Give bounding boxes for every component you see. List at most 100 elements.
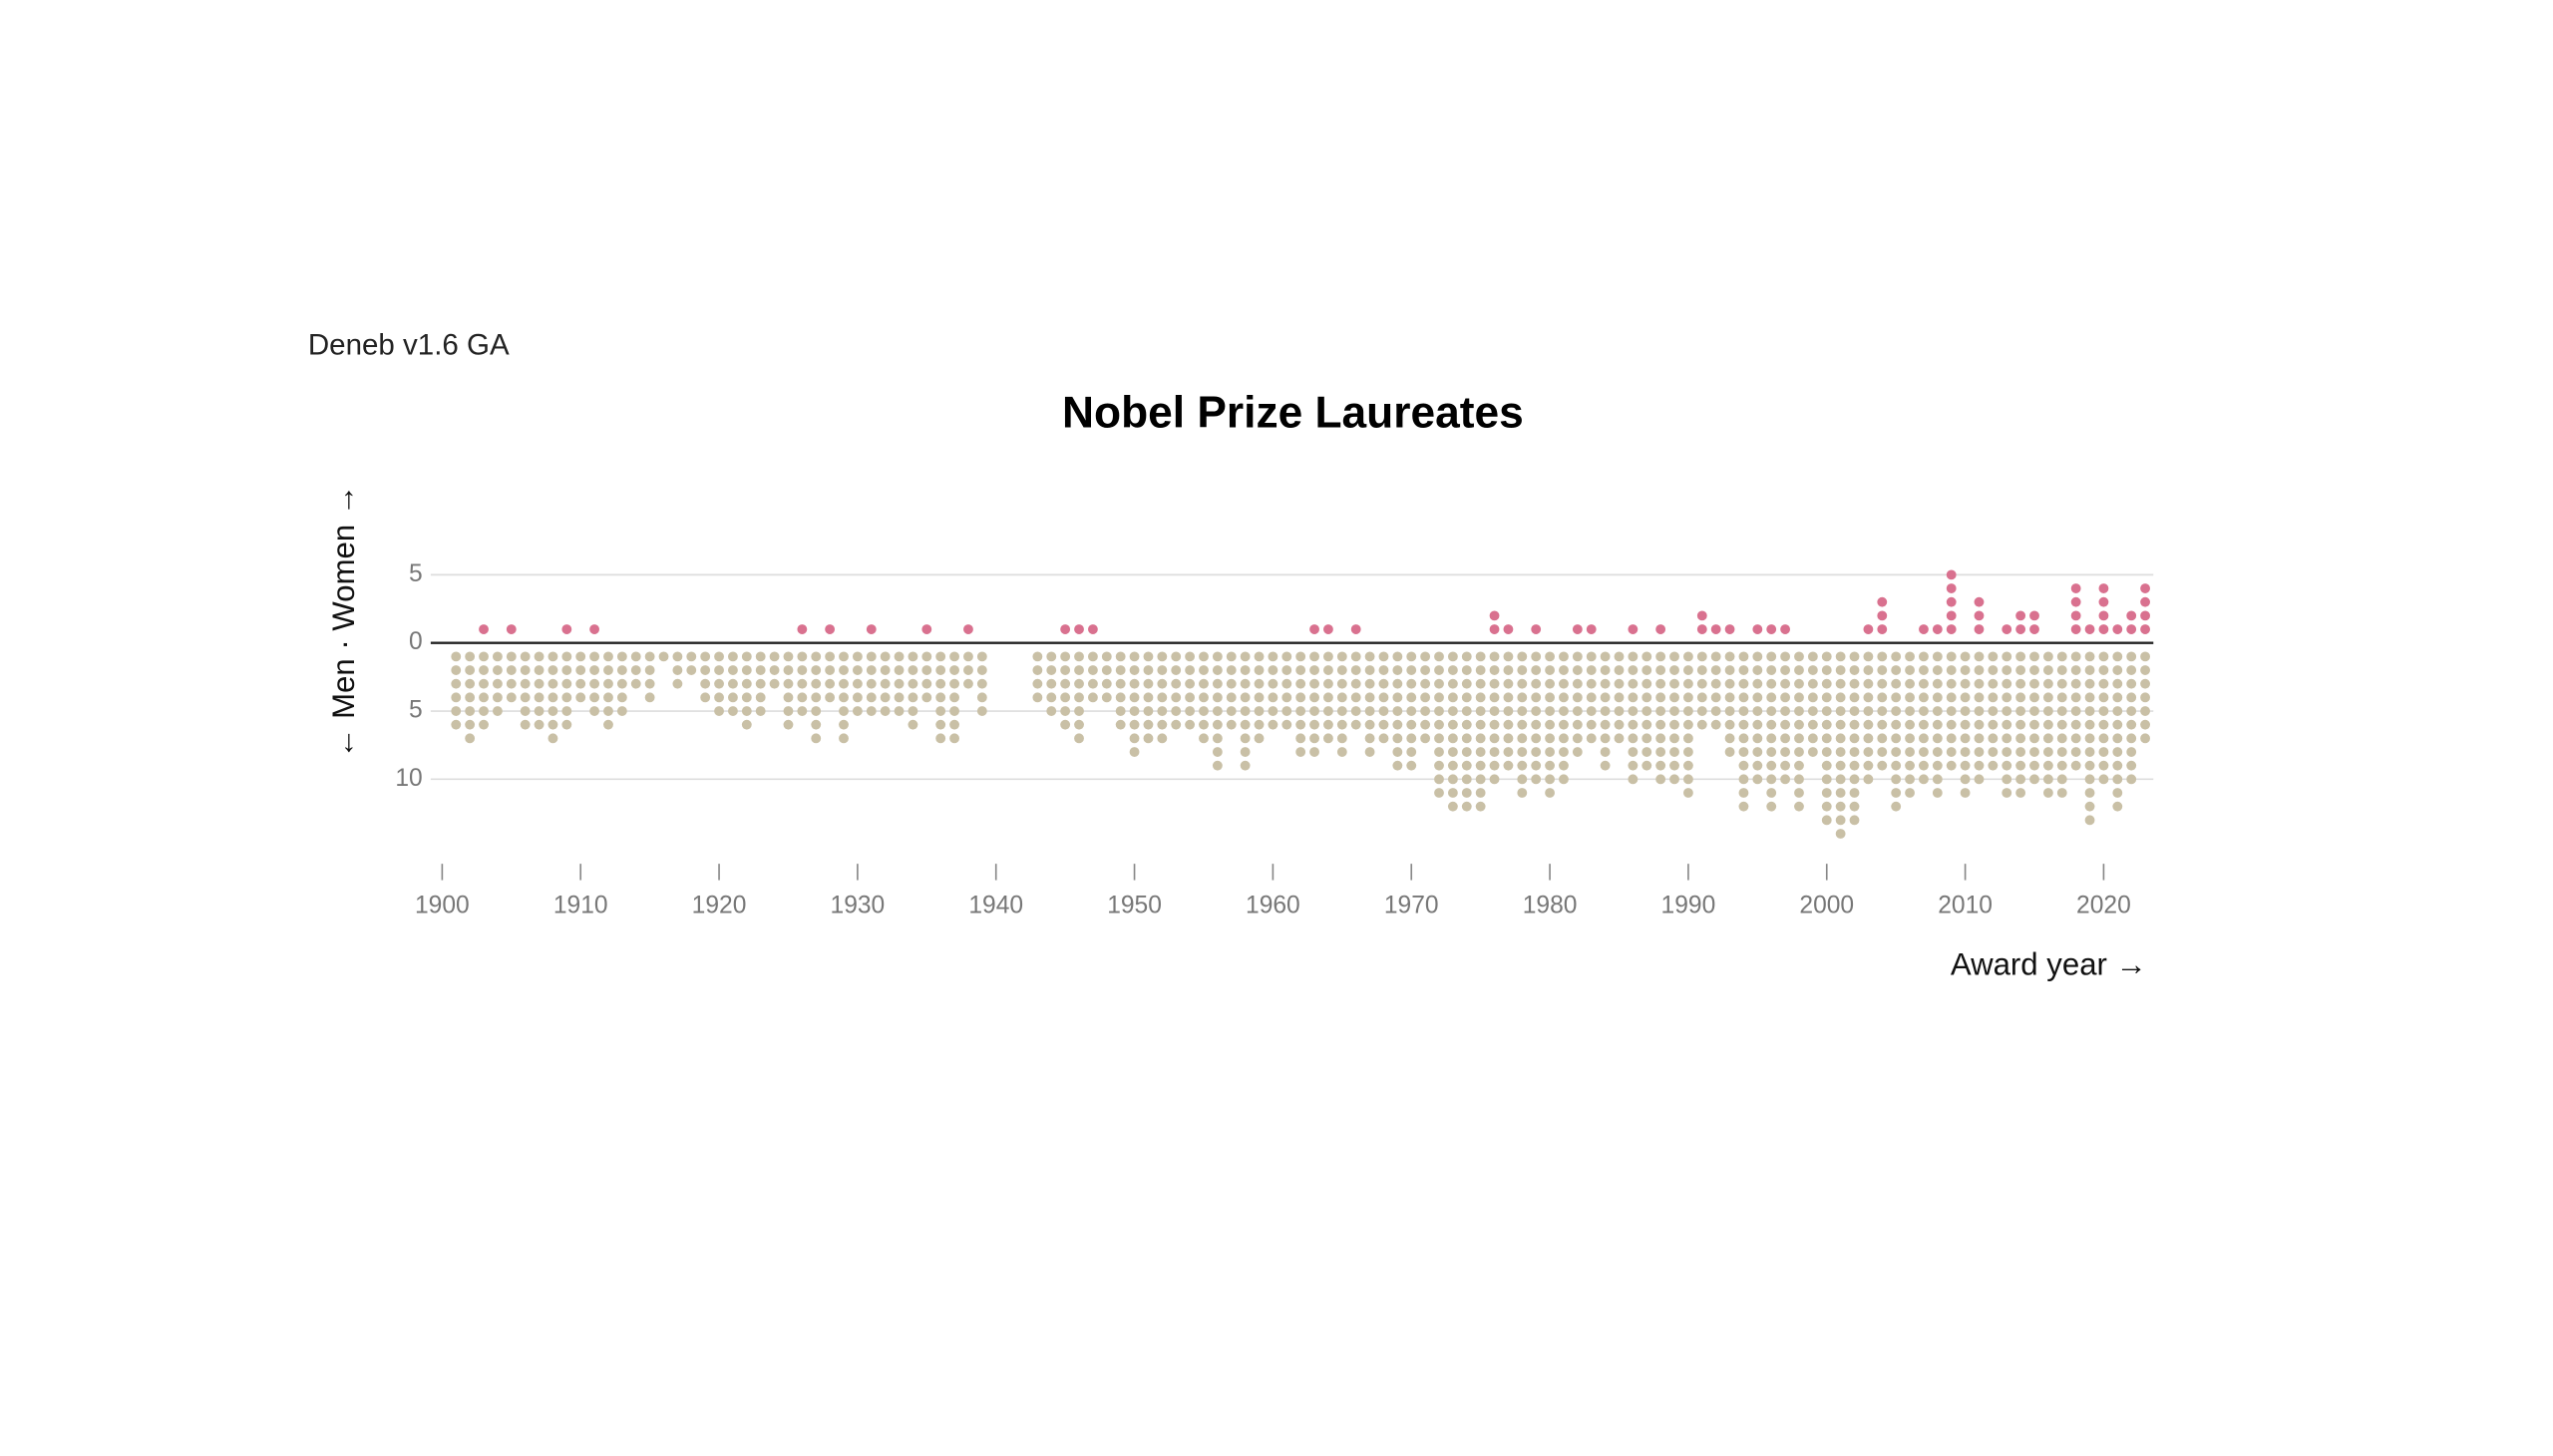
dot (1475, 719, 1486, 730)
dot (1807, 706, 1818, 716)
dot (603, 651, 613, 662)
dot (825, 678, 836, 689)
dot (2140, 651, 2150, 662)
dot (1531, 651, 1542, 662)
dot (1199, 706, 1209, 716)
dot-stack (2126, 610, 2137, 634)
dot (949, 733, 959, 744)
dot (1392, 719, 1403, 730)
dot (1503, 760, 1514, 771)
dot (479, 719, 489, 730)
dot (1905, 760, 1915, 771)
dot (1655, 774, 1666, 785)
dot (1669, 733, 1679, 744)
dot-stack (672, 651, 683, 689)
dot (1752, 624, 1763, 634)
app-label: Deneb v1.6 GA (308, 329, 510, 362)
dot (603, 692, 613, 703)
dot (1724, 665, 1735, 675)
dot (1710, 678, 1721, 689)
dot (1946, 678, 1957, 689)
dot (1434, 678, 1444, 689)
dot (1240, 760, 1251, 771)
dot (1780, 678, 1791, 689)
dot (534, 692, 545, 703)
dot (1489, 733, 1500, 744)
dot (2098, 651, 2109, 662)
dot (1766, 801, 1777, 812)
dot (1766, 788, 1777, 798)
dot (852, 706, 863, 716)
dot (1254, 665, 1265, 675)
dot-stack (2070, 651, 2081, 771)
dot (1378, 733, 1389, 744)
dot (1489, 774, 1500, 785)
dot (2002, 651, 2012, 662)
dot (1185, 706, 1196, 716)
dot (1461, 788, 1472, 798)
dot-stack (825, 651, 836, 703)
dot (1199, 678, 1209, 689)
dot (1060, 665, 1071, 675)
dot (492, 665, 503, 675)
dot-stack (880, 651, 891, 716)
dot-stack (1849, 651, 1860, 826)
dot (479, 624, 489, 634)
dot (1891, 733, 1902, 744)
dot-stack (797, 651, 808, 716)
dot (2140, 665, 2150, 675)
x-tick-label: 1990 (1661, 892, 1716, 918)
dot (1060, 719, 1071, 730)
dot (1655, 678, 1666, 689)
dot-stack (1932, 624, 1943, 634)
dot (769, 678, 780, 689)
dot (1586, 719, 1597, 730)
dot-stack (479, 651, 489, 730)
dot (783, 692, 794, 703)
dot-stack (963, 624, 973, 634)
dot (811, 678, 822, 689)
dot (1919, 665, 1929, 675)
dot (1960, 760, 1971, 771)
dot (1628, 692, 1639, 703)
dot (1447, 678, 1458, 689)
dot (811, 719, 822, 730)
dot (561, 719, 572, 730)
dot (1628, 719, 1639, 730)
dot (1960, 706, 1971, 716)
dot (797, 665, 808, 675)
dot (1724, 678, 1735, 689)
dot (2126, 747, 2137, 757)
dot (2042, 665, 2053, 675)
dot (1350, 678, 1361, 689)
dot (1974, 692, 1985, 703)
dot-stack (1586, 651, 1597, 744)
dot (1060, 678, 1071, 689)
dot (1559, 678, 1569, 689)
dot (1559, 719, 1569, 730)
dot (1877, 665, 1888, 675)
dot (589, 692, 600, 703)
dot (811, 706, 822, 716)
dot (1447, 692, 1458, 703)
dot (2112, 788, 2123, 798)
dot (1960, 719, 1971, 730)
dot (1696, 665, 1707, 675)
dot (547, 706, 558, 716)
dot (1655, 747, 1666, 757)
dot (1669, 651, 1679, 662)
dot (1406, 706, 1417, 716)
dot (1323, 651, 1333, 662)
dot (1766, 706, 1777, 716)
dot (921, 678, 932, 689)
dot (1600, 760, 1611, 771)
dot-stack (1974, 651, 1985, 785)
dot (1212, 760, 1223, 771)
dot (811, 692, 822, 703)
dot (963, 665, 973, 675)
dot (1960, 733, 1971, 744)
dot (1503, 624, 1514, 634)
dot (1600, 733, 1611, 744)
dot (1724, 706, 1735, 716)
dot (1559, 760, 1569, 771)
